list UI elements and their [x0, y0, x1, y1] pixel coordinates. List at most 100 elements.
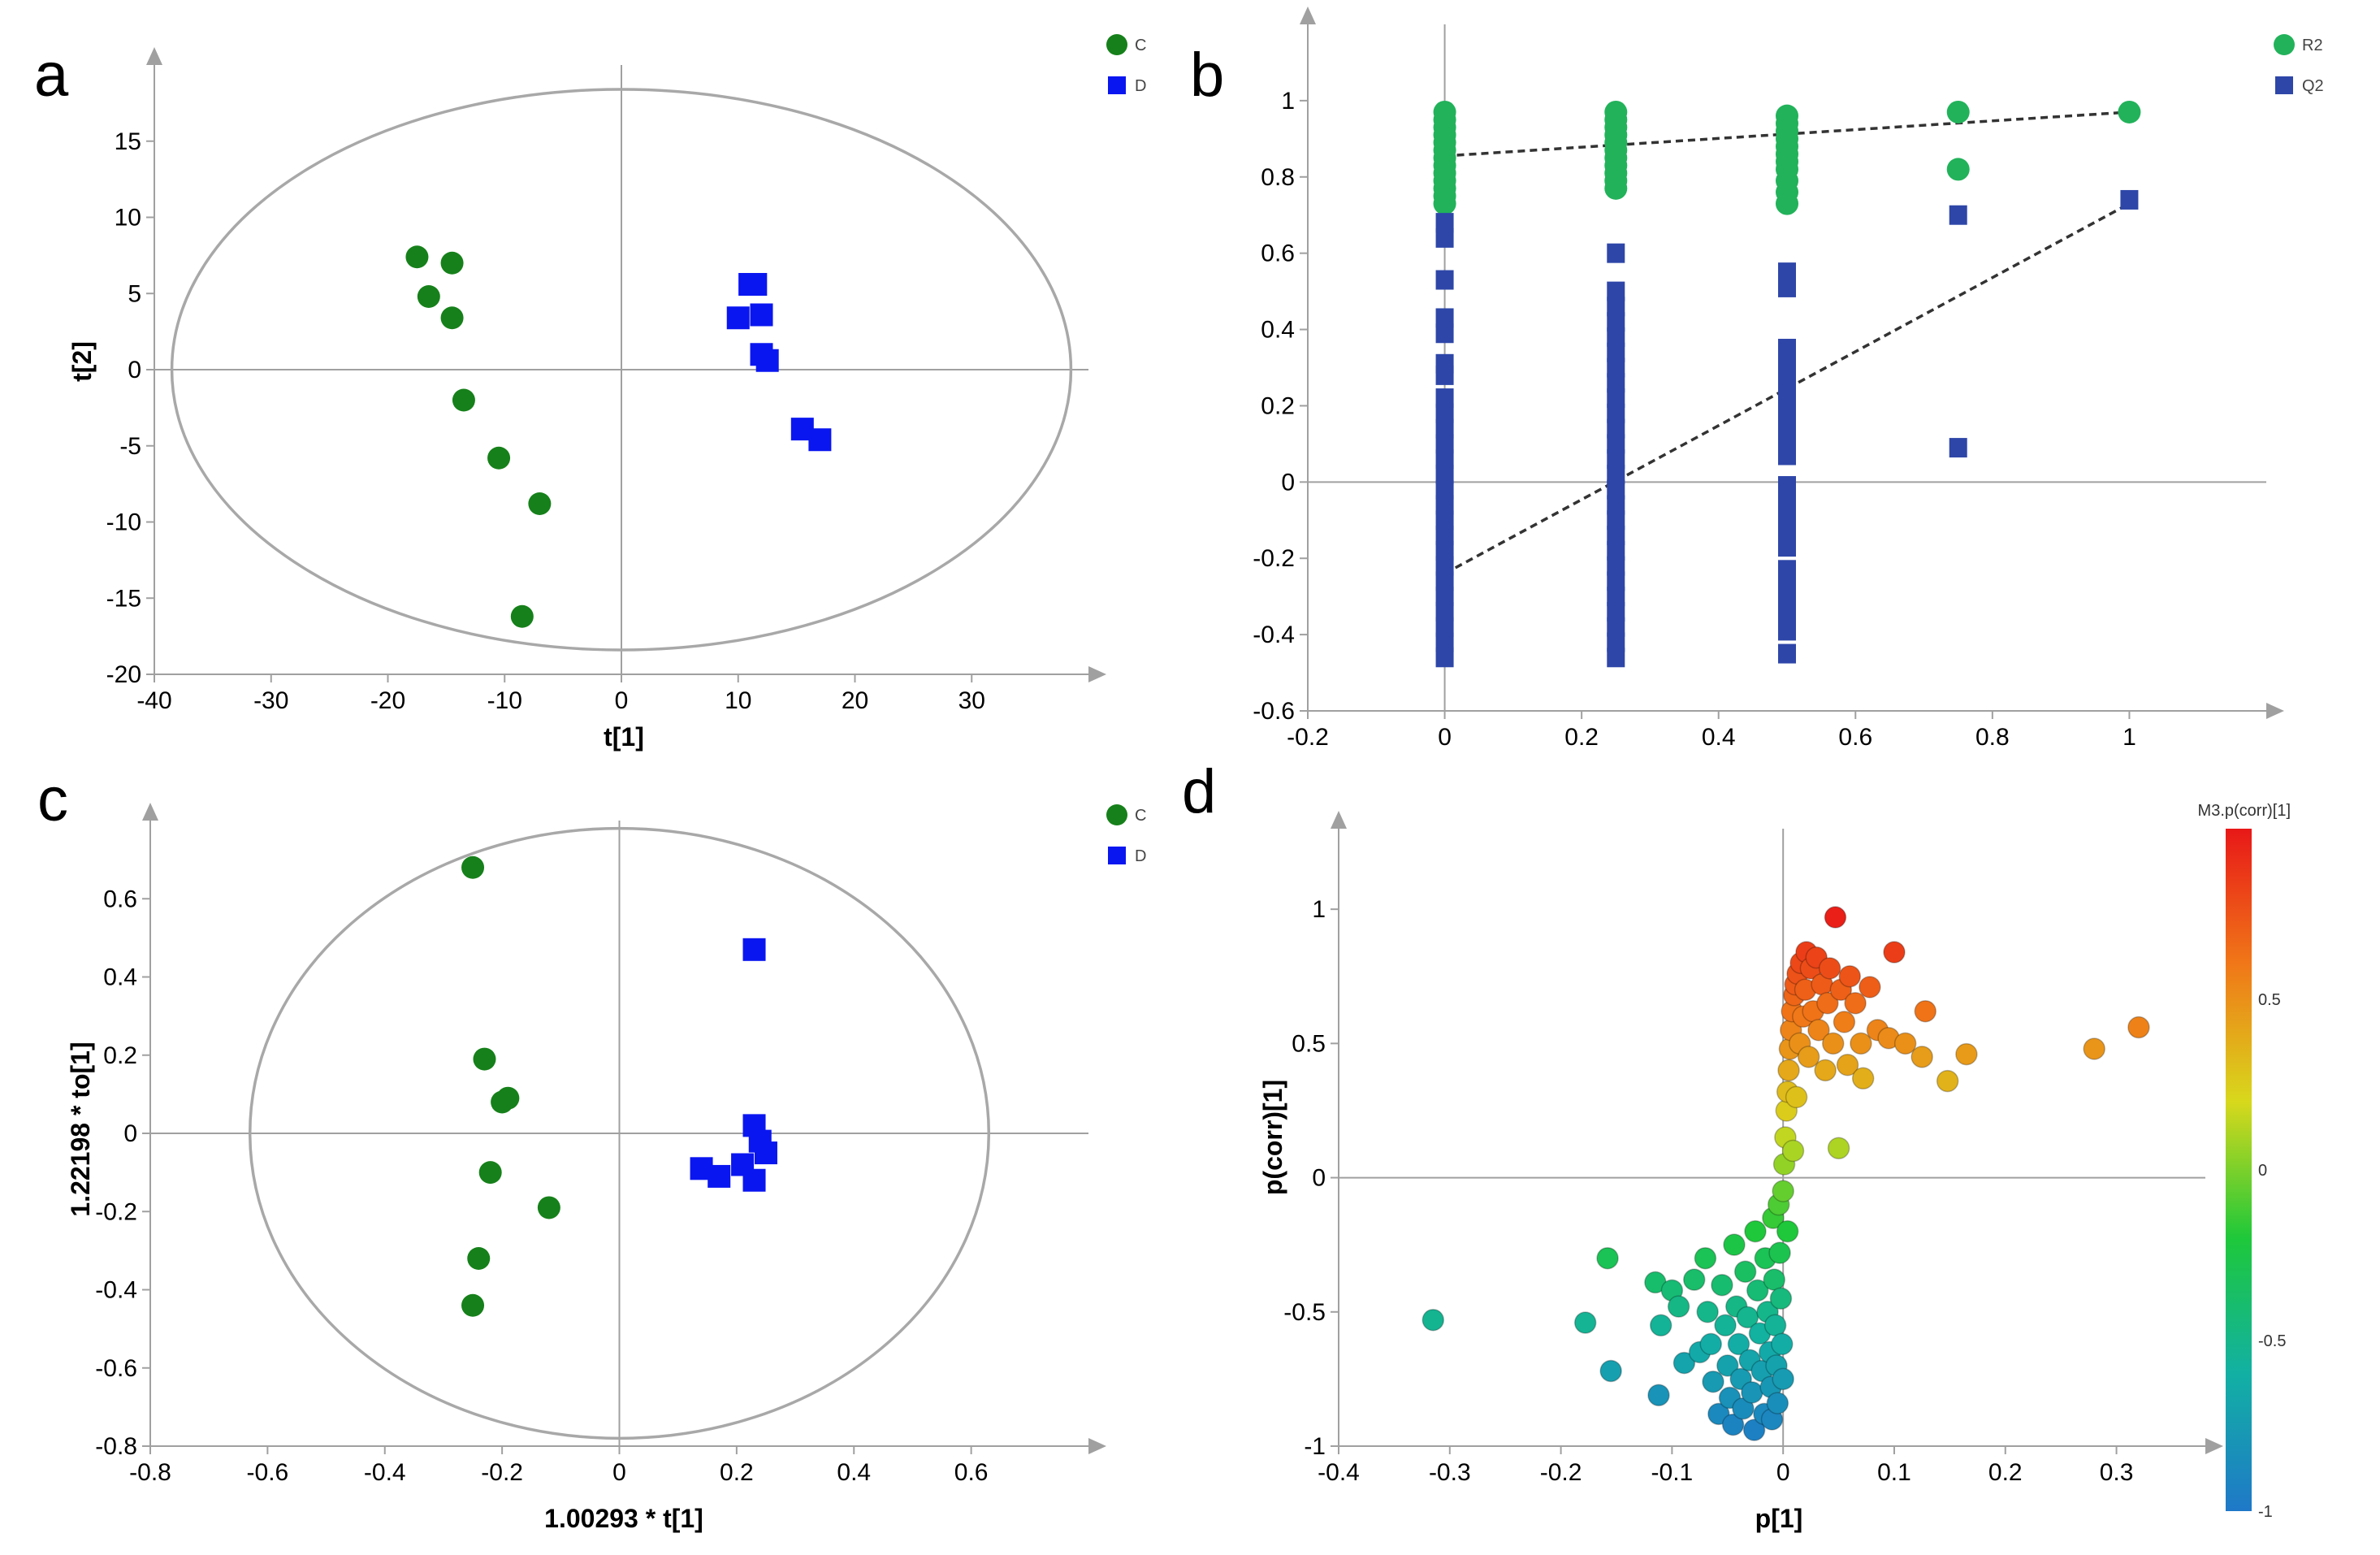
y-tick-label: -15 — [106, 585, 141, 612]
x-tick-label: -0.1 — [1651, 1459, 1694, 1486]
y-tick-label: 0 — [128, 357, 141, 383]
x-axis-label: 1.00293 * t[1] — [544, 1504, 703, 1533]
y-axis-label: p(corr)[1] — [1258, 1080, 1287, 1195]
panel-c: c -0.8 -0.6 -0.4 -0.2 0 0.2 0.4 0.6 -0.8 -0.6 -0.4 -… — [37, 765, 1146, 1533]
data-point-q2 — [1607, 434, 1625, 454]
panel-a: a -40 -30 -20 -10 0 10 20 30 -20 -15 -10 -5 0 5 10 15 t[1… — [34, 34, 1146, 752]
data-point — [1573, 1311, 1597, 1334]
x-tick-label: -0.2 — [1287, 724, 1329, 751]
x-tick-label: 0 — [1776, 1459, 1790, 1486]
data-point-q2 — [1435, 571, 1454, 591]
data-point — [1699, 1332, 1723, 1356]
data-point-c — [440, 306, 464, 330]
data-point-c — [440, 251, 464, 275]
data-point — [1910, 1046, 1933, 1068]
y-axis-label: t[2] — [67, 341, 97, 382]
panel-letter: b — [1190, 41, 1224, 110]
data-point-q2 — [1607, 418, 1625, 439]
data-point — [1816, 992, 1839, 1015]
data-point — [1807, 1019, 1830, 1042]
data-point — [1827, 1137, 1850, 1159]
y-tick-label: -0.5 — [1283, 1299, 1326, 1326]
data-point — [1859, 976, 1881, 998]
data-point — [1818, 957, 1841, 980]
data-point-c — [528, 492, 552, 515]
data-point-q2 — [1607, 357, 1625, 378]
data-point — [1814, 1059, 1837, 1082]
data-point-d — [742, 1168, 766, 1192]
legend-marker-r2 — [2274, 34, 2295, 55]
data-point-q2 — [1607, 449, 1625, 470]
x-axis-arrow — [2205, 1438, 2223, 1454]
data-point-q2 — [1435, 270, 1454, 290]
data-point — [1702, 1370, 1724, 1393]
x-tick-label: -30 — [253, 687, 288, 714]
data-point-d — [742, 938, 766, 961]
data-point-q2 — [1778, 400, 1796, 420]
data-point-d — [808, 428, 832, 452]
y-tick-label: 0.8 — [1261, 164, 1295, 191]
data-point-c — [478, 1161, 502, 1185]
data-point-c — [510, 604, 534, 628]
data-point-q2 — [1607, 648, 1625, 668]
data-point-c — [405, 245, 429, 269]
data-point — [1667, 1295, 1690, 1318]
data-point-r2 — [1776, 192, 1798, 215]
y-axis-arrow — [1300, 6, 1316, 24]
data-point-q2 — [1435, 510, 1454, 531]
data-point — [1772, 1180, 1794, 1202]
data-point-q2 — [1778, 575, 1796, 596]
data-point-q2 — [1607, 464, 1625, 484]
data-point-q2 — [1607, 327, 1625, 347]
data-point — [1741, 1381, 1763, 1404]
y-tick-label: 1 — [1281, 88, 1295, 115]
data-point — [1838, 964, 1862, 988]
data-point-q2 — [1435, 464, 1454, 484]
data-point-d — [726, 306, 750, 330]
data-point-d — [754, 1141, 777, 1165]
data-point-q2 — [1607, 388, 1625, 409]
data-point-r2 — [1433, 192, 1456, 215]
data-point-q2 — [1435, 388, 1454, 409]
x-tick-label: 0.1 — [1877, 1459, 1911, 1486]
data-point-q2 — [1435, 526, 1454, 546]
data-point — [1682, 1268, 1706, 1291]
data-point-c — [473, 1047, 496, 1071]
data-point-q2 — [1778, 414, 1796, 435]
data-point-q2 — [1778, 605, 1796, 626]
data-point-q2 — [1607, 373, 1625, 393]
data-point — [1599, 1359, 1622, 1383]
data-point — [1727, 1332, 1750, 1356]
data-point-c — [417, 285, 440, 308]
data-point — [1769, 1287, 1793, 1310]
confidence-ellipse — [248, 826, 991, 1440]
data-point — [1696, 1301, 1719, 1323]
colorbar-tick-label: -0.5 — [2258, 1332, 2286, 1350]
data-point-q2 — [1949, 205, 1967, 225]
data-point-q2 — [1607, 479, 1625, 500]
x-tick-label: 0.6 — [954, 1459, 989, 1486]
y-tick-label: -5 — [119, 433, 141, 460]
x-tick-label: 0.2 — [1564, 724, 1599, 751]
legend-marker-d — [1108, 847, 1126, 864]
y-tick-label: 0.6 — [103, 886, 137, 912]
x-tick-label: -0.2 — [481, 1459, 523, 1486]
data-point — [1785, 1085, 1808, 1109]
data-point-q2 — [1435, 308, 1454, 328]
x-tick-label: 10 — [725, 687, 751, 714]
data-point — [1777, 1059, 1800, 1082]
y-tick-label: 0 — [1312, 1165, 1326, 1192]
data-point — [1733, 1260, 1757, 1283]
data-point-q2 — [1778, 522, 1796, 542]
legend-label-d: D — [1135, 77, 1146, 95]
y-tick-label: 15 — [115, 128, 141, 155]
data-point-q2 — [1607, 403, 1625, 423]
data-point-r2 — [1946, 158, 1970, 181]
data-point-q2 — [1435, 434, 1454, 454]
data-point — [1836, 1054, 1859, 1076]
data-point — [1771, 1332, 1794, 1356]
x-tick-label: -10 — [487, 687, 522, 714]
data-point-q2 — [1607, 632, 1625, 652]
data-point — [1736, 1306, 1759, 1329]
